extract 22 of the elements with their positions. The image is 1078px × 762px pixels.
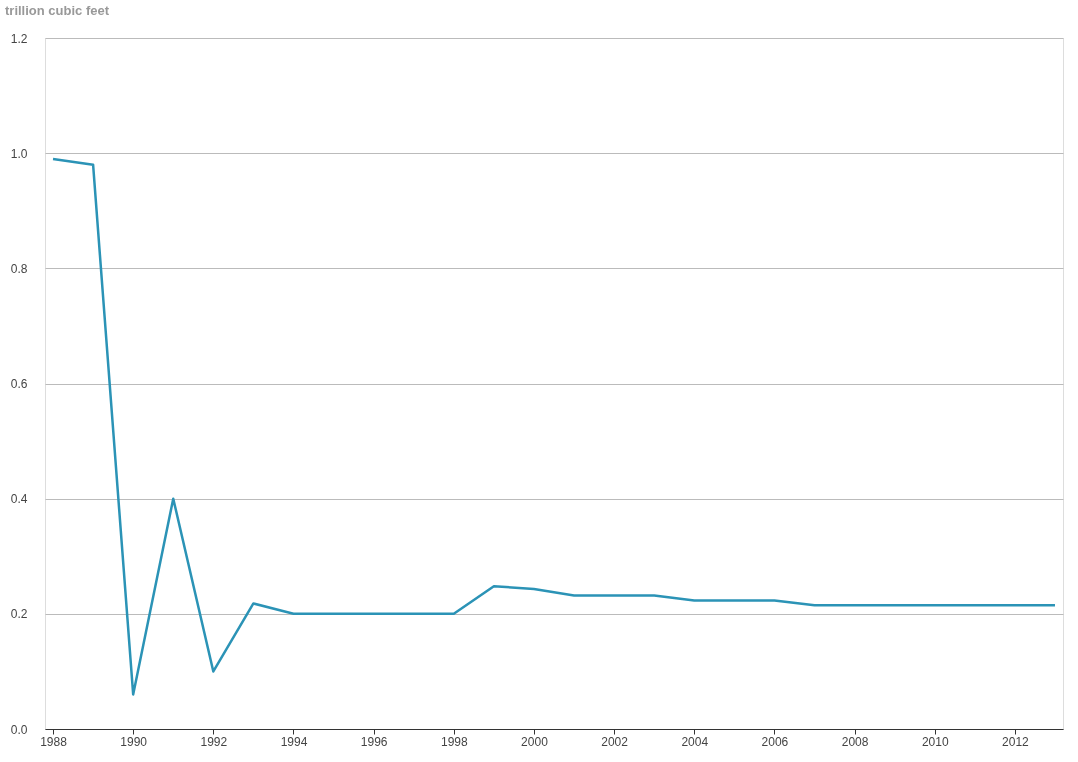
x-tick-label: 1998	[440, 734, 468, 749]
line-series	[51, 157, 1057, 696]
x-tick-label: 2006	[761, 734, 789, 749]
y-axis-title: trillion cubic feet	[5, 3, 110, 18]
y-tick-label: 0.2	[10, 607, 28, 622]
x-tick-label: 2000	[521, 734, 549, 749]
y-tick-label: 0.8	[10, 261, 28, 276]
y-tick-label: 1.2	[10, 31, 28, 46]
x-tick-label: 2012	[1002, 734, 1030, 749]
y-tick-label: 0.6	[10, 377, 28, 391]
x-tick-label: 2010	[921, 734, 949, 749]
y-tick-label: 1.0	[10, 146, 28, 161]
x-tick-label: 1988	[40, 734, 68, 749]
x-tick-label: 1994	[280, 734, 308, 749]
x-tick-label: 2008	[841, 734, 869, 749]
x-tick-label: 1990	[120, 734, 148, 749]
y-tick-label: 0.4	[10, 492, 28, 507]
x-tick-label: 2002	[601, 734, 629, 749]
x-tick-label: 2004	[681, 734, 709, 749]
x-tick-label: 1992	[200, 734, 228, 749]
y-tick-label: 0.0	[10, 722, 28, 737]
x-tick-label: 1996	[360, 734, 388, 749]
